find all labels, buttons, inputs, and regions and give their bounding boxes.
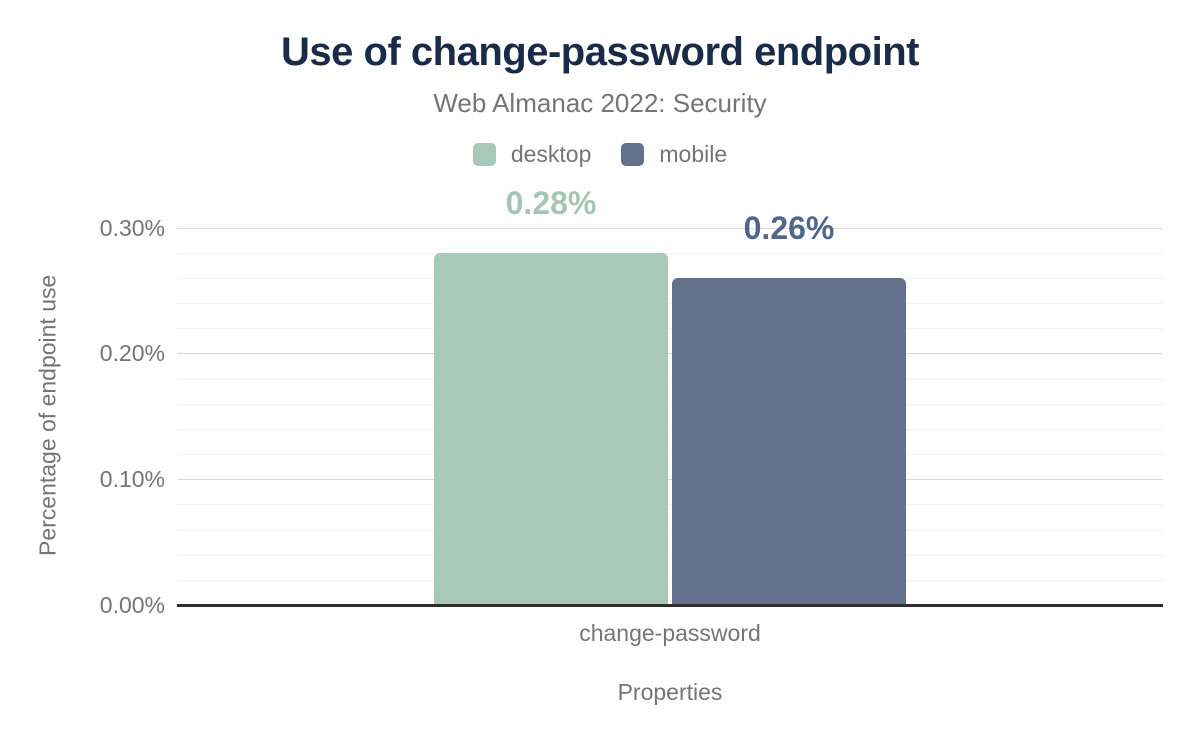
x-axis-line [177,604,1163,607]
legend-swatch-mobile-icon [621,143,645,166]
bar-desktop[interactable] [434,252,668,605]
value-label-desktop: 0.28% [505,184,597,221]
y-tick-label: 0.20% [99,340,165,367]
chart-subtitle: Web Almanac 2022: Security [433,88,767,118]
legend-label-mobile: mobile [659,141,728,167]
legend-item-mobile[interactable]: mobile [621,141,727,168]
bar-mobile[interactable] [672,277,906,605]
gridline [177,579,1163,581]
gridline [177,454,1163,455]
gridline [177,328,1163,330]
legend-swatch-desktop-icon [472,143,496,166]
y-tick-label: 0.30% [99,214,165,241]
value-label-mobile: 0.26% [743,209,835,246]
legend-label-desktop: desktop [510,141,592,167]
gridline [177,353,1163,355]
chart-title: Use of change-password endpoint [281,30,919,74]
gridline [177,554,1163,556]
gridline [177,403,1163,405]
legend-item-desktop[interactable]: desktop [472,141,592,168]
gridline [177,428,1163,430]
gridline [177,277,1163,279]
legend: desktop mobile [0,141,1200,168]
gridline [177,252,1163,254]
y-tick-label: 0.10% [99,466,165,493]
gridline [177,378,1163,380]
gridline [177,479,1163,481]
gridline [177,227,1163,229]
gridline [177,504,1163,506]
x-category-label: change-password [579,620,761,646]
gridline [177,303,1163,304]
y-tick-label: 0.00% [99,592,165,618]
y-axis-title: Percentage of endpoint use [34,274,61,556]
gridline [177,529,1163,531]
x-axis-title: Properties [617,679,723,705]
